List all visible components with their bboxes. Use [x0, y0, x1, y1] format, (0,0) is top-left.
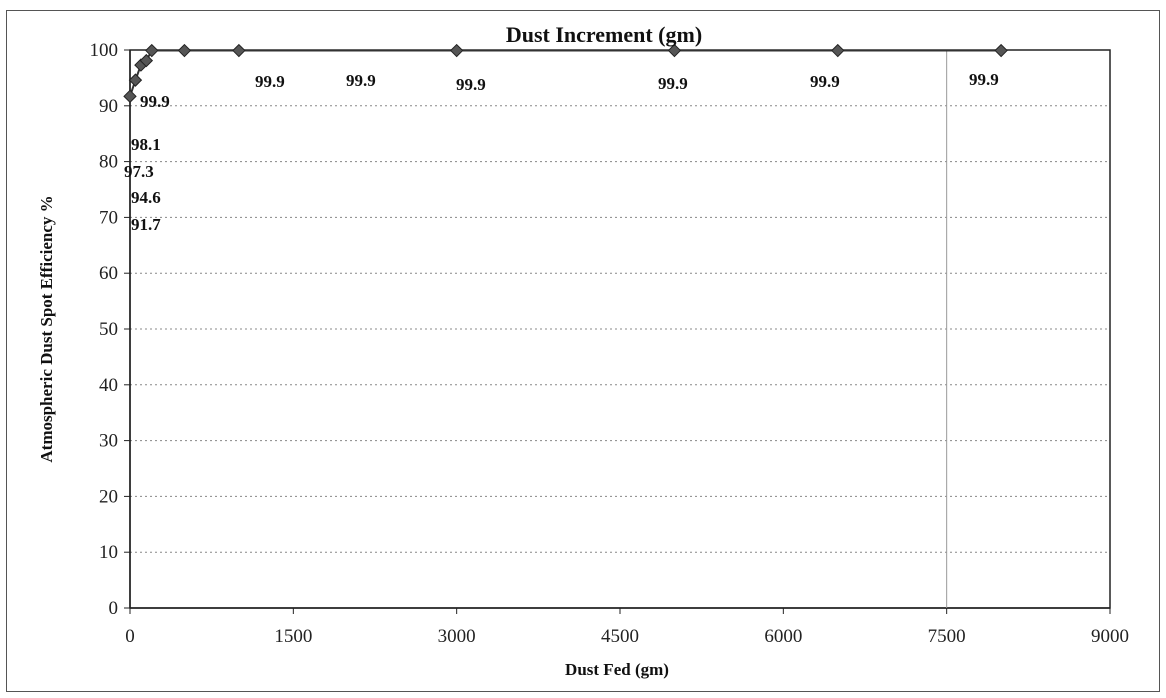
data-label: 99.9 [140, 92, 170, 111]
data-label: 99.9 [658, 74, 688, 93]
data-label: 94.6 [131, 188, 161, 207]
x-tick-labels: 0 1500 3000 4500 6000 7500 9000 [125, 608, 1129, 647]
chart-title: Dust Increment (gm) [506, 22, 702, 47]
data-point-marker [145, 43, 159, 58]
y-tick-label: 10 [99, 542, 118, 563]
x-tick-label: 6000 [764, 626, 802, 647]
data-point-marker [994, 43, 1008, 58]
data-label: 99.9 [969, 70, 999, 89]
y-tick-label: 100 [90, 40, 119, 61]
data-label: 99.9 [810, 72, 840, 91]
data-point-marker [831, 43, 845, 58]
y-tick-label: 60 [99, 263, 118, 284]
x-tick-label: 7500 [928, 626, 966, 647]
x-tick-label: 4500 [601, 626, 639, 647]
x-tick-label: 3000 [438, 626, 476, 647]
x-tick-label: 1500 [274, 626, 312, 647]
chart-frame [6, 10, 1160, 692]
data-labels: 91.7 94.6 97.3 98.1 99.9 99.9 99.9 99.9 99.9 99.9… [124, 70, 999, 234]
y-tick-label: 40 [99, 375, 118, 396]
data-point-marker [139, 53, 154, 68]
data-label: 91.7 [131, 215, 161, 234]
data-point-marker [667, 43, 682, 58]
y-tick-label: 80 [99, 152, 118, 173]
y-tick-label: 70 [99, 207, 118, 228]
x-axis-title: Dust Fed (gm) [565, 660, 669, 679]
x-tick-label: 9000 [1091, 626, 1129, 647]
data-label: 99.9 [346, 71, 376, 90]
data-point-marker [123, 89, 137, 104]
data-label: 99.9 [456, 75, 486, 94]
y-tick-label: 50 [99, 319, 118, 340]
y-tick-label: 20 [99, 486, 118, 507]
data-label: 97.3 [124, 162, 154, 181]
y-tick-label: 90 [99, 96, 118, 117]
y-tick-labels: 0 10 20 30 40 50 60 70 80 90 100 [90, 40, 130, 619]
data-point-marker [177, 43, 192, 58]
y-axis-title: Atmospheric Dust Spot Efficiency % [37, 195, 56, 462]
y-tick-label: 0 [109, 598, 119, 619]
data-label: 98.1 [131, 135, 161, 154]
data-point-marker [128, 73, 143, 87]
y-tick-label: 30 [99, 431, 118, 452]
data-point-marker [232, 43, 246, 58]
data-point-marker [449, 43, 464, 58]
data-label: 99.9 [255, 72, 285, 91]
x-tick-label: 0 [125, 626, 135, 647]
series-layer [123, 43, 1008, 104]
grid-lines [130, 105, 1110, 553]
